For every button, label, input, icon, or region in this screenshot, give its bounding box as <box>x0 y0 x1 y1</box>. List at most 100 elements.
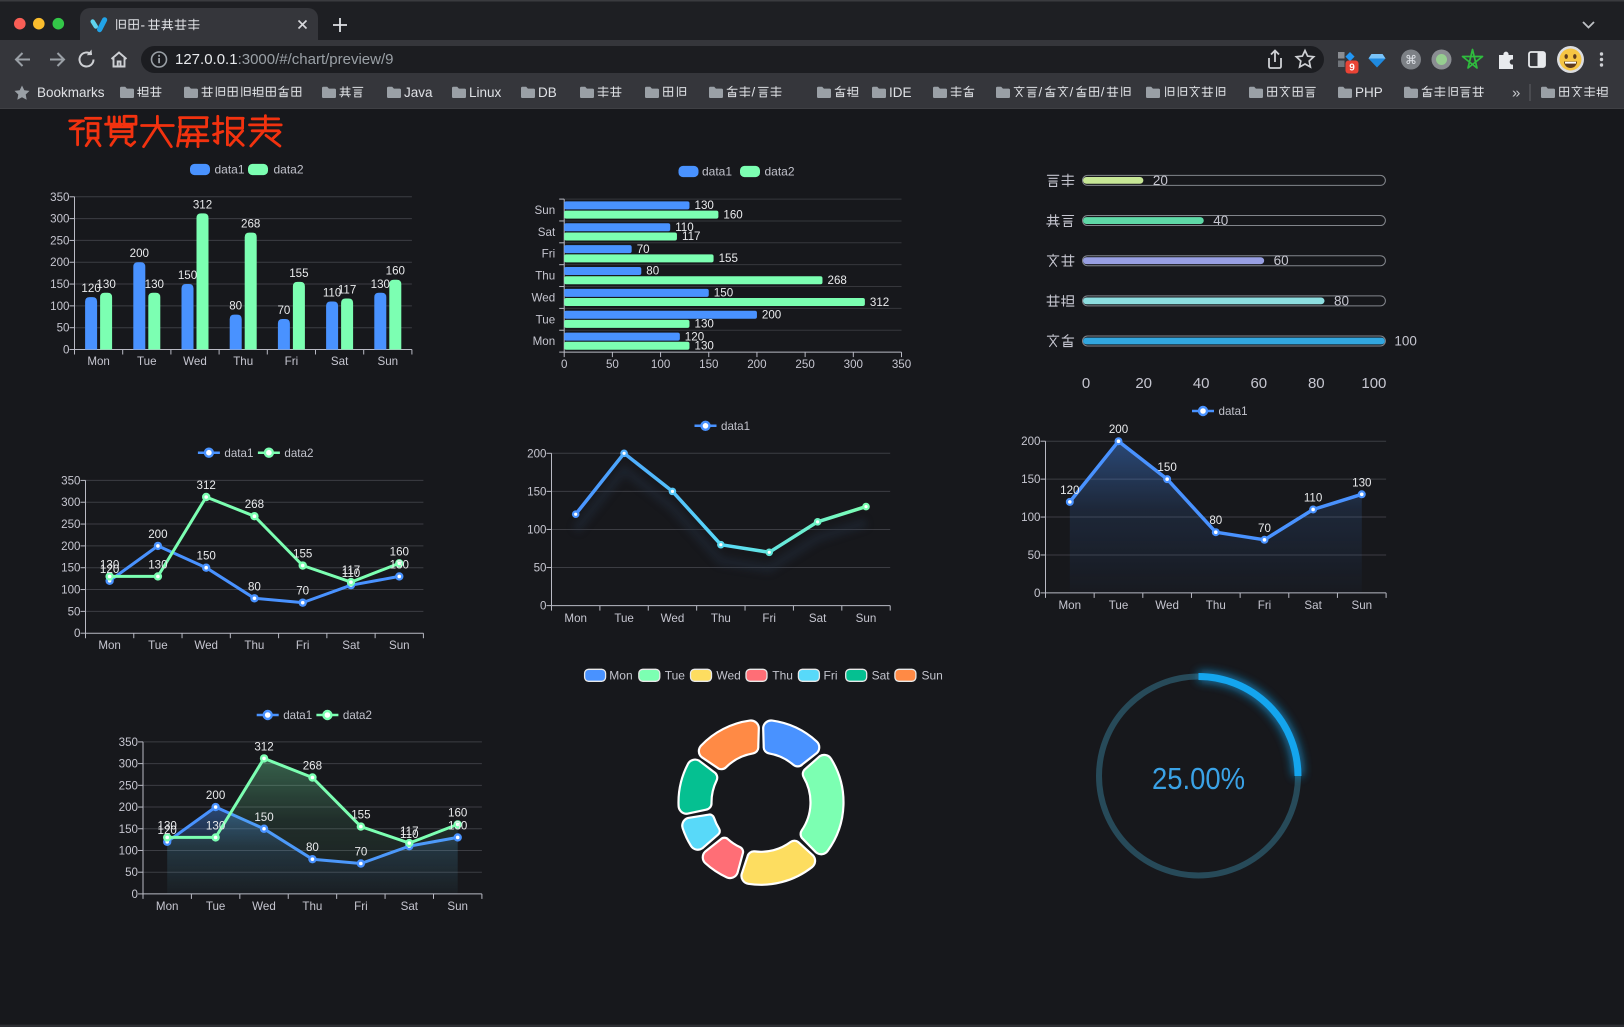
svg-text:150: 150 <box>1157 461 1176 474</box>
svg-text:110: 110 <box>675 221 693 234</box>
svg-text:70: 70 <box>637 243 650 256</box>
svg-text:Mon: Mon <box>533 335 556 348</box>
svg-text:150: 150 <box>254 811 273 824</box>
svg-text:117: 117 <box>338 284 356 297</box>
svg-text:Thu: Thu <box>1206 599 1226 612</box>
svg-text:130: 130 <box>145 278 164 291</box>
svg-text:155: 155 <box>293 548 312 561</box>
svg-text:/: / <box>1039 85 1043 100</box>
svg-text:200: 200 <box>1021 435 1040 448</box>
svg-text:data2: data2 <box>343 709 372 722</box>
svg-text:250: 250 <box>61 518 80 531</box>
svg-text:data1: data1 <box>702 165 732 179</box>
svg-text:268: 268 <box>241 218 260 231</box>
svg-text:data2: data2 <box>284 447 313 460</box>
svg-text:Sat: Sat <box>401 900 419 913</box>
svg-text:110: 110 <box>1304 492 1322 505</box>
svg-text:/: / <box>1070 85 1074 100</box>
svg-text:0: 0 <box>1034 587 1040 600</box>
svg-text:70: 70 <box>296 585 309 598</box>
svg-text:130: 130 <box>1352 476 1371 489</box>
svg-text:data1: data1 <box>283 709 312 722</box>
svg-text:⌘: ⌘ <box>1405 53 1417 67</box>
svg-text:117: 117 <box>682 230 700 243</box>
svg-text:200: 200 <box>119 801 138 814</box>
svg-text:117: 117 <box>400 825 418 838</box>
svg-text:Fri: Fri <box>824 669 838 683</box>
svg-text:130: 130 <box>96 278 115 291</box>
svg-text:200: 200 <box>50 256 69 269</box>
svg-text:268: 268 <box>303 760 322 773</box>
svg-text:Thu: Thu <box>535 270 555 283</box>
svg-text:Tue: Tue <box>206 900 226 913</box>
svg-text:Sat: Sat <box>342 639 360 652</box>
svg-text:Bookmarks: Bookmarks <box>37 85 105 100</box>
svg-text:/: / <box>1101 85 1105 100</box>
svg-text:312: 312 <box>870 296 889 309</box>
svg-text:70: 70 <box>1258 522 1271 535</box>
svg-text:200: 200 <box>130 247 149 260</box>
svg-text:268: 268 <box>828 274 847 287</box>
svg-text:70: 70 <box>277 304 290 317</box>
svg-text:70: 70 <box>354 846 367 859</box>
svg-text:IDE: IDE <box>889 85 912 100</box>
svg-text:130: 130 <box>448 819 467 832</box>
svg-text:150: 150 <box>197 550 216 563</box>
svg-text:60: 60 <box>1250 375 1267 392</box>
svg-text:80: 80 <box>1308 375 1325 392</box>
svg-text:100: 100 <box>1021 511 1040 524</box>
svg-text:80: 80 <box>248 580 261 593</box>
svg-text:312: 312 <box>254 740 273 753</box>
svg-text:Tue: Tue <box>536 313 556 326</box>
svg-text:200: 200 <box>61 540 80 553</box>
svg-text:100: 100 <box>1394 334 1417 349</box>
svg-text:150: 150 <box>1021 473 1040 486</box>
svg-text:160: 160 <box>723 208 742 221</box>
svg-text:Tue: Tue <box>137 355 157 368</box>
svg-text:268: 268 <box>245 498 264 511</box>
svg-text:0: 0 <box>74 627 80 640</box>
svg-text:130: 130 <box>100 558 119 571</box>
svg-text:Wed: Wed <box>1155 599 1179 612</box>
svg-text:130: 130 <box>390 558 409 571</box>
svg-text:130: 130 <box>695 340 714 353</box>
svg-text:Sat: Sat <box>1304 599 1322 612</box>
svg-text:130: 130 <box>695 318 714 331</box>
svg-text:Thu: Thu <box>302 900 322 913</box>
svg-text:0: 0 <box>63 344 69 357</box>
svg-text:Sat: Sat <box>538 226 556 239</box>
svg-text:Sat: Sat <box>872 669 891 683</box>
svg-text:150: 150 <box>699 358 718 371</box>
svg-text:Sun: Sun <box>389 639 410 652</box>
svg-text:200: 200 <box>762 308 781 321</box>
svg-text:120: 120 <box>685 330 704 343</box>
svg-text:Sun: Sun <box>1351 599 1372 612</box>
svg-text:Tue: Tue <box>1109 599 1129 612</box>
svg-text:Mon: Mon <box>609 669 632 683</box>
svg-text:-: - <box>141 18 146 33</box>
svg-text:Sun: Sun <box>447 900 468 913</box>
svg-text:Mon: Mon <box>98 639 121 652</box>
svg-text:155: 155 <box>351 809 370 822</box>
svg-text:160: 160 <box>390 545 409 558</box>
svg-text:50: 50 <box>125 866 138 879</box>
svg-text:110: 110 <box>342 567 360 580</box>
svg-text:20: 20 <box>1135 375 1152 392</box>
svg-text:80: 80 <box>306 841 319 854</box>
svg-text:Fri: Fri <box>354 900 368 913</box>
svg-text:40: 40 <box>1213 213 1228 228</box>
svg-text:50: 50 <box>534 562 547 575</box>
svg-text:130: 130 <box>695 199 714 212</box>
svg-text:data1: data1 <box>721 420 750 433</box>
svg-text:Mon: Mon <box>1059 599 1082 612</box>
svg-text:Fri: Fri <box>285 355 299 368</box>
svg-text:25.00%: 25.00% <box>1152 761 1245 796</box>
svg-text:Wed: Wed <box>183 355 207 368</box>
svg-text:350: 350 <box>50 191 69 204</box>
svg-text:Linux: Linux <box>469 85 502 100</box>
svg-text:20: 20 <box>1153 173 1168 188</box>
svg-text:150: 150 <box>714 287 733 300</box>
svg-text:100: 100 <box>50 300 69 313</box>
svg-text:120: 120 <box>100 563 119 576</box>
svg-text:130: 130 <box>158 819 177 832</box>
